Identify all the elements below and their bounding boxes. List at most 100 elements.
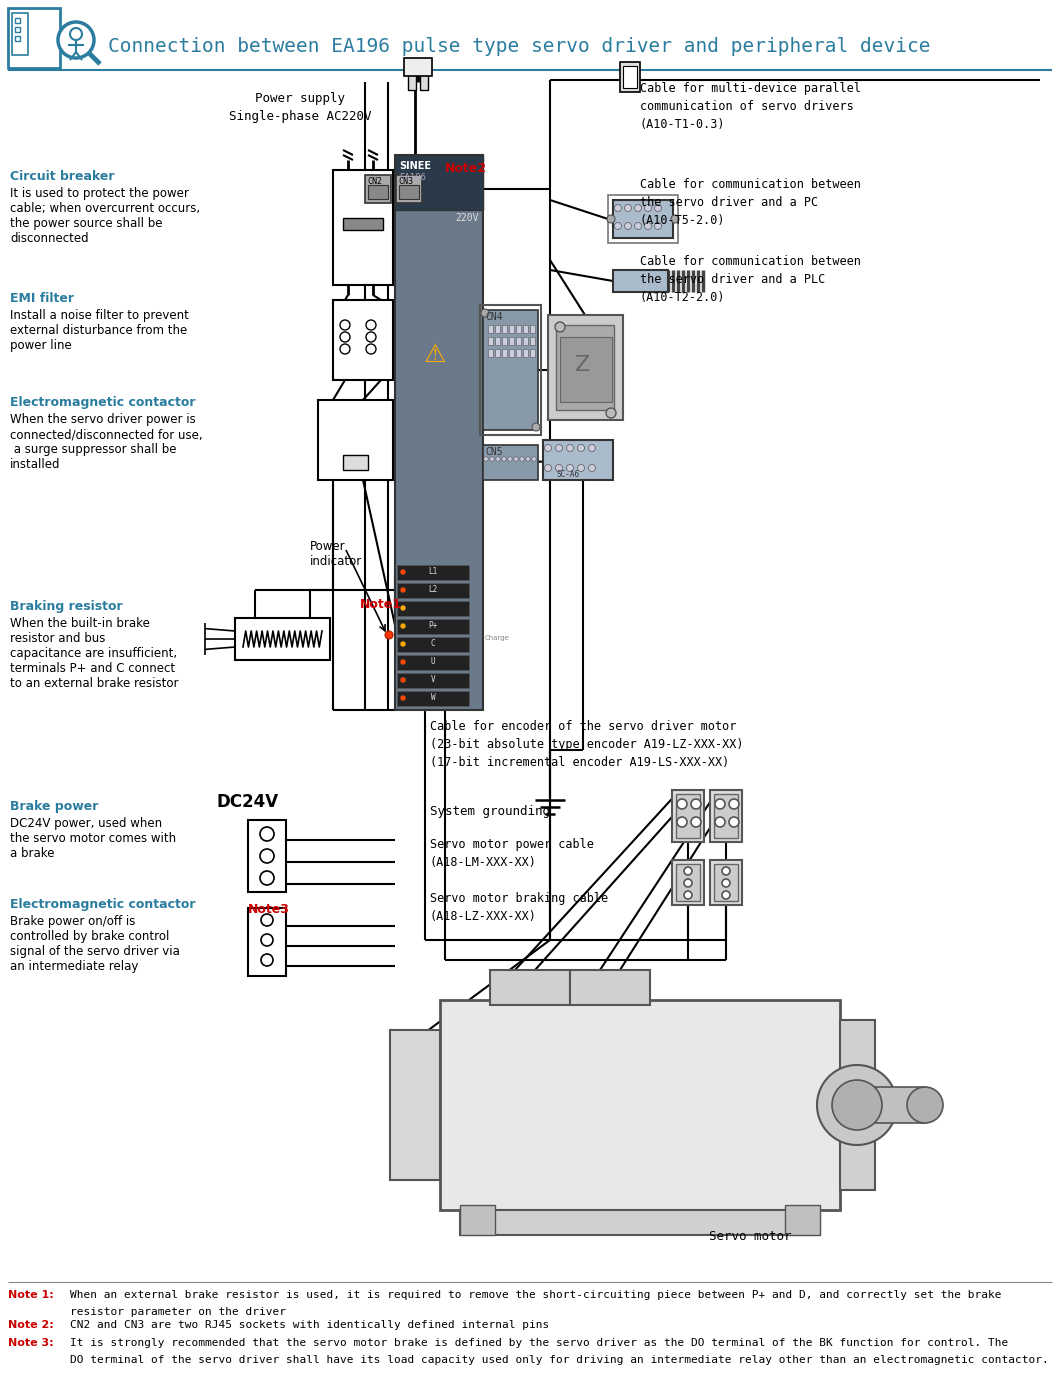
Text: resistor parameter on the driver: resistor parameter on the driver	[70, 1307, 286, 1318]
Bar	[15, 26, 20, 32]
Circle shape	[588, 465, 596, 472]
Bar	[516, 337, 522, 345]
Circle shape	[615, 204, 621, 211]
Circle shape	[624, 222, 632, 229]
Circle shape	[635, 222, 641, 229]
Text: Power supply: Power supply	[255, 92, 344, 105]
Circle shape	[483, 456, 489, 462]
Bar	[543, 440, 613, 480]
Circle shape	[545, 444, 551, 452]
Bar	[623, 67, 637, 87]
Bar	[530, 350, 535, 356]
Text: DC24V power, used when
the servo motor comes with
a brake: DC24V power, used when the servo motor c…	[10, 817, 176, 860]
Circle shape	[366, 331, 376, 343]
Bar	[710, 791, 742, 842]
Bar	[390, 1031, 440, 1180]
Bar	[608, 196, 678, 243]
Circle shape	[400, 569, 406, 576]
Text: Servo motor: Servo motor	[709, 1230, 791, 1243]
Bar	[398, 691, 469, 706]
Bar	[613, 270, 668, 293]
Text: CN3: CN3	[398, 178, 413, 186]
Bar	[523, 350, 528, 356]
Text: Note 1:: Note 1:	[8, 1290, 54, 1300]
Circle shape	[490, 456, 494, 462]
Text: L1: L1	[428, 567, 438, 576]
Circle shape	[722, 879, 730, 888]
Text: (A10-T1-0.3): (A10-T1-0.3)	[640, 118, 725, 130]
Circle shape	[624, 204, 632, 211]
Bar	[333, 171, 393, 284]
Bar	[343, 455, 368, 470]
Bar	[398, 673, 469, 688]
Text: Connection between EA196 pulse type servo driver and peripheral device: Connection between EA196 pulse type serv…	[108, 36, 931, 55]
Text: the servo driver and a PLC: the servo driver and a PLC	[640, 273, 826, 286]
Bar	[368, 184, 388, 198]
Text: (17-bit incremental encoder A19-LS-XXX-XX): (17-bit incremental encoder A19-LS-XXX-X…	[430, 756, 729, 768]
Circle shape	[607, 215, 615, 223]
Circle shape	[555, 465, 563, 472]
Circle shape	[684, 890, 692, 899]
Circle shape	[532, 456, 536, 462]
Bar	[395, 155, 483, 710]
Text: EA196: EA196	[399, 173, 426, 182]
Text: Note 3:: Note 3:	[8, 1338, 54, 1348]
Bar	[398, 583, 469, 598]
Bar	[613, 200, 673, 239]
Bar	[502, 325, 507, 333]
Circle shape	[654, 204, 661, 211]
Circle shape	[260, 827, 273, 841]
Bar	[399, 184, 419, 198]
Text: C: C	[430, 639, 436, 648]
Bar	[488, 350, 493, 356]
Bar	[548, 315, 623, 420]
Circle shape	[261, 933, 273, 946]
Text: Note1: Note1	[360, 598, 402, 612]
Bar	[530, 337, 535, 345]
Circle shape	[70, 28, 82, 40]
Circle shape	[340, 344, 350, 354]
Text: (A10-T2-2.0): (A10-T2-2.0)	[640, 291, 725, 304]
Text: Single-phase AC220V: Single-phase AC220V	[229, 110, 371, 123]
Bar	[398, 637, 469, 652]
Bar	[408, 74, 416, 90]
Text: Cable for communication between: Cable for communication between	[640, 178, 861, 191]
Bar	[248, 908, 286, 976]
Circle shape	[677, 799, 687, 809]
Bar	[874, 1087, 925, 1123]
Circle shape	[340, 320, 350, 330]
Text: (23-bit absolute type encoder A19-LZ-XXX-XX): (23-bit absolute type encoder A19-LZ-XXX…	[430, 738, 743, 750]
Bar	[395, 155, 483, 209]
Bar	[840, 1019, 874, 1190]
Bar	[248, 820, 286, 892]
Circle shape	[532, 423, 540, 431]
Circle shape	[606, 408, 616, 417]
Circle shape	[716, 799, 725, 809]
Bar	[404, 58, 432, 76]
Circle shape	[400, 587, 406, 594]
Text: U: U	[430, 657, 436, 666]
Circle shape	[481, 309, 489, 318]
Bar	[398, 565, 469, 580]
Text: DO terminal of the servo driver shall have its load capacity used only for drivi: DO terminal of the servo driver shall ha…	[70, 1355, 1048, 1365]
Circle shape	[260, 871, 273, 885]
Text: Servo motor power cable: Servo motor power cable	[430, 838, 594, 852]
Bar	[488, 325, 493, 333]
Circle shape	[400, 605, 406, 612]
Circle shape	[654, 222, 661, 229]
Circle shape	[340, 331, 350, 343]
Bar	[523, 337, 528, 345]
Circle shape	[526, 456, 530, 462]
Circle shape	[832, 1080, 882, 1130]
Bar	[398, 655, 469, 670]
Circle shape	[400, 659, 406, 664]
Bar	[495, 350, 500, 356]
Circle shape	[260, 849, 273, 863]
Circle shape	[366, 344, 376, 354]
Bar	[495, 337, 500, 345]
Bar	[235, 619, 330, 660]
Text: (A18-LM-XXX-XX): (A18-LM-XXX-XX)	[430, 856, 536, 870]
Circle shape	[729, 799, 739, 809]
Bar	[480, 305, 541, 436]
Bar	[516, 350, 522, 356]
